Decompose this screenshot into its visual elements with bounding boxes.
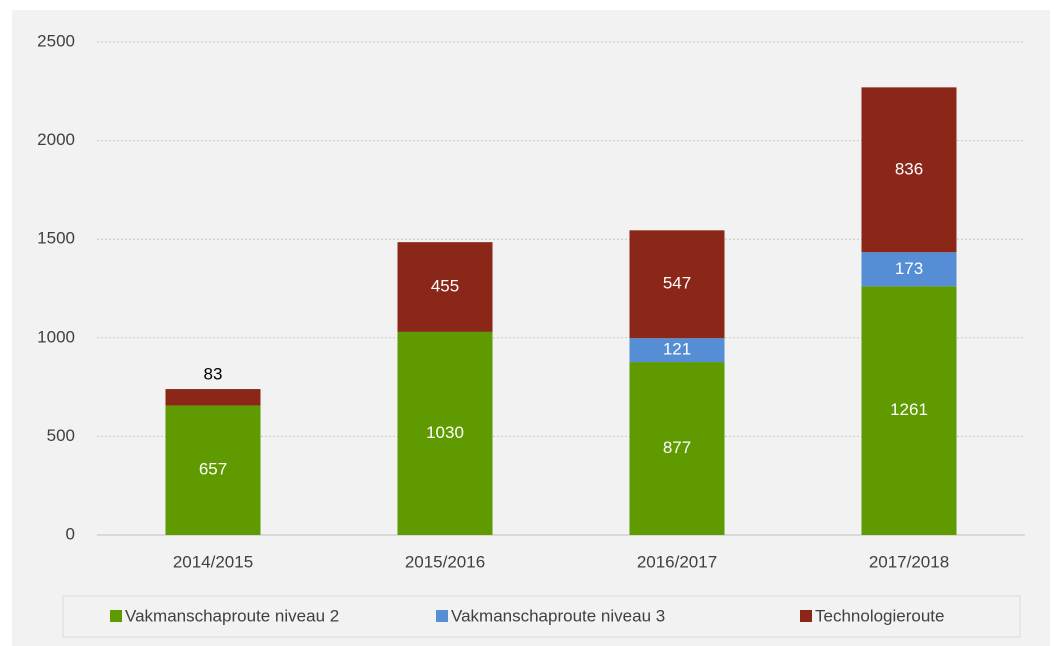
legend-swatch <box>110 610 122 622</box>
bar-segment <box>861 286 957 535</box>
bar-segment <box>861 87 957 253</box>
bar-segment <box>629 230 725 339</box>
x-tick-label: 2016/2017 <box>637 552 717 571</box>
data-label: 1261 <box>890 400 928 419</box>
data-label: 547 <box>663 274 691 293</box>
legend-label: Technologieroute <box>815 606 944 625</box>
data-label: 173 <box>895 259 923 278</box>
x-tick-label: 2017/2018 <box>869 552 949 571</box>
bar-segment <box>629 338 725 363</box>
data-label: 83 <box>204 365 223 384</box>
bar-segment <box>861 252 957 287</box>
data-label: 657 <box>199 460 227 479</box>
bar-segment <box>397 331 493 535</box>
bar-segment <box>165 405 261 535</box>
legend-label: Vakmanschaproute niveau 3 <box>451 606 665 625</box>
data-label: 877 <box>663 438 691 457</box>
y-tick-label: 500 <box>47 426 75 445</box>
data-label: 1030 <box>426 423 464 442</box>
data-label: 121 <box>663 340 691 359</box>
legend-box <box>62 595 1021 638</box>
x-tick-label: 2015/2016 <box>405 552 485 571</box>
y-tick-label: 1500 <box>37 229 75 248</box>
y-tick-label: 0 <box>66 524 75 543</box>
y-tick-label: 2000 <box>37 130 75 149</box>
y-tick-label: 1000 <box>37 327 75 346</box>
y-tick-label: 2500 <box>37 31 75 50</box>
bar-segment <box>397 242 493 332</box>
bar-segment <box>165 389 261 406</box>
data-label: 836 <box>895 159 923 178</box>
legend-swatch <box>800 610 812 622</box>
data-label: 455 <box>431 277 459 296</box>
legend-label: Vakmanschaproute niveau 2 <box>125 606 339 625</box>
x-tick-label: 2014/2015 <box>173 552 253 571</box>
legend-swatch <box>436 610 448 622</box>
bar-segment <box>629 362 725 535</box>
